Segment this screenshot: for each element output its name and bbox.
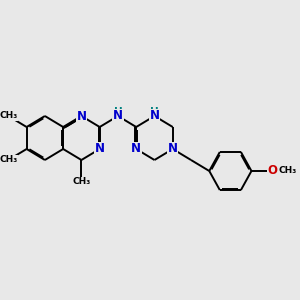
Text: O: O [268, 164, 278, 178]
Text: CH₃: CH₃ [278, 167, 296, 176]
Text: N: N [149, 110, 160, 122]
Text: H: H [150, 107, 159, 117]
Text: CH₃: CH₃ [0, 112, 17, 121]
Text: N: N [113, 110, 123, 122]
Text: CH₃: CH₃ [0, 155, 17, 164]
Text: H: H [114, 107, 122, 117]
Text: N: N [131, 142, 141, 155]
Text: CH₃: CH₃ [72, 178, 91, 187]
Text: N: N [76, 110, 86, 122]
Text: N: N [95, 142, 105, 155]
Text: N: N [168, 142, 178, 155]
